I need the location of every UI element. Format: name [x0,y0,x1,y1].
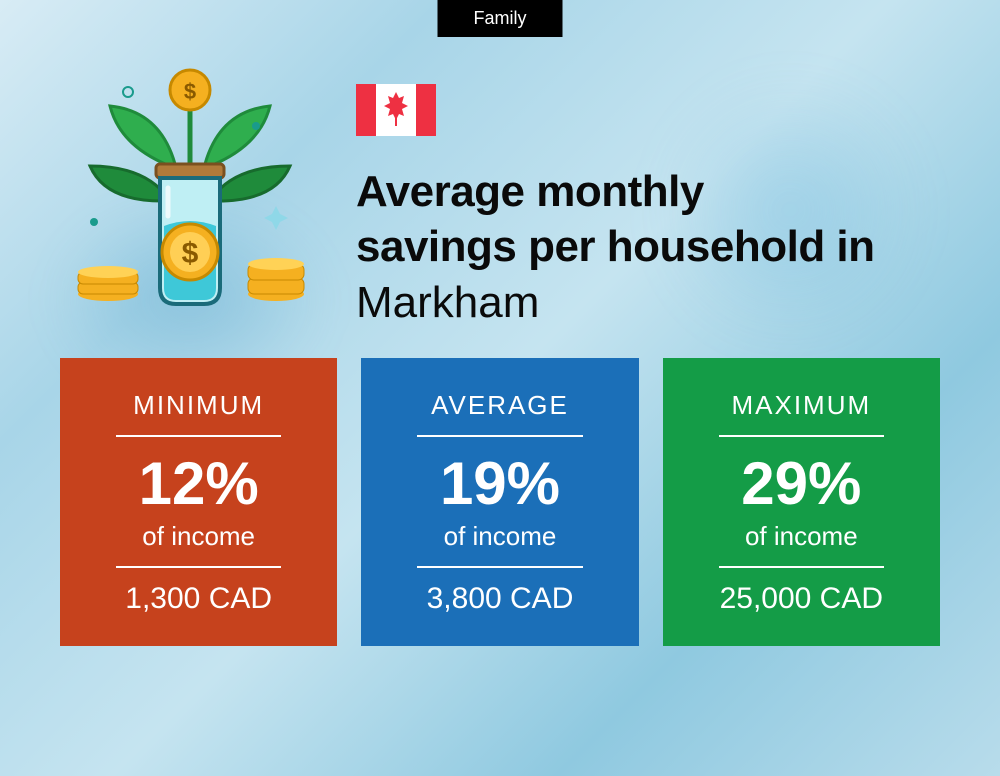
hero-section: $ $ [0,0,1000,328]
card-percent: 19% [385,451,614,517]
jar-icon: $ [156,164,224,304]
divider [116,435,281,437]
headline-line2: savings per household in [356,219,875,274]
divider [116,566,281,568]
card-maximum: MAXIMUM 29% of income 25,000 CAD [663,358,940,646]
title-block: Average monthly savings per household in… [356,56,875,328]
card-amount: 25,000 CAD [687,582,916,616]
svg-text:$: $ [182,237,199,270]
card-sub: of income [385,521,614,552]
city-name: Markham [356,278,875,328]
stat-cards-row: MINIMUM 12% of income 1,300 CAD AVERAGE … [0,328,1000,646]
card-label: MAXIMUM [687,390,916,421]
card-percent: 29% [687,451,916,517]
card-average: AVERAGE 19% of income 3,800 CAD [361,358,638,646]
divider [719,566,884,568]
card-amount: 1,300 CAD [84,582,313,616]
card-amount: 3,800 CAD [385,582,614,616]
category-tag: Family [438,0,563,37]
canada-flag-icon [356,84,436,136]
divider [417,566,582,568]
card-sub: of income [687,521,916,552]
divider [417,435,582,437]
headline-line1: Average monthly [356,164,875,219]
card-sub: of income [84,521,313,552]
savings-jar-icon: $ $ [60,56,320,316]
card-minimum: MINIMUM 12% of income 1,300 CAD [60,358,337,646]
divider [719,435,884,437]
dollar-sign-icon: $ [184,79,196,104]
card-label: AVERAGE [385,390,614,421]
card-label: MINIMUM [84,390,313,421]
card-percent: 12% [84,451,313,517]
